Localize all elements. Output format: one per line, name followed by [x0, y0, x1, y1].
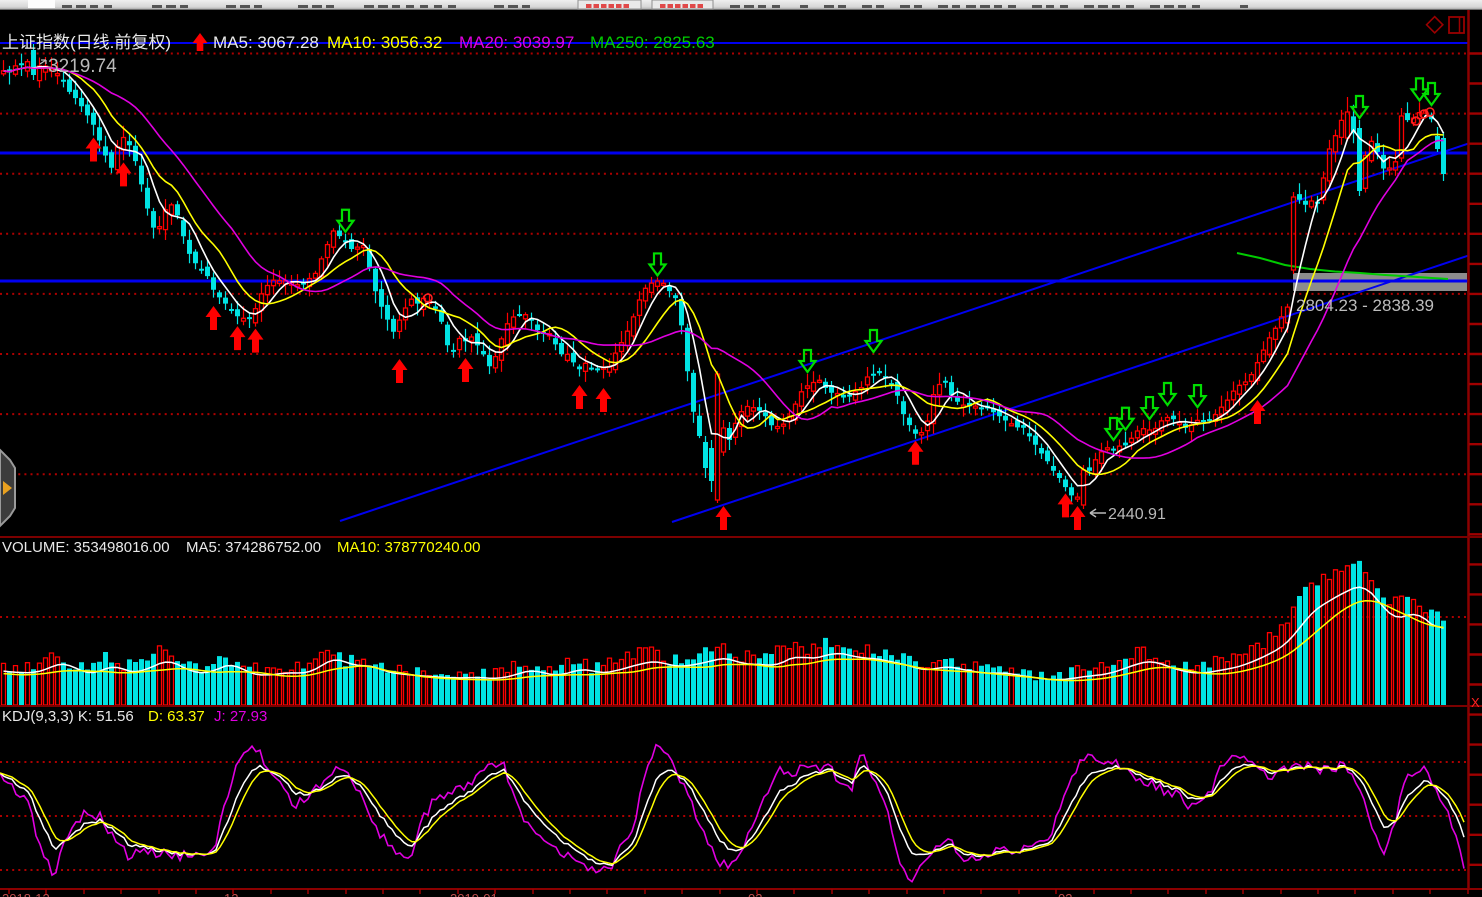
svg-text:2804.23 - 2838.39: 2804.23 - 2838.39 — [1296, 296, 1434, 315]
svg-text:MA250: 2825.63: MA250: 2825.63 — [590, 33, 715, 52]
svg-text:02: 02 — [748, 891, 762, 897]
svg-text:2019-01: 2019-01 — [450, 891, 498, 897]
svg-text:03: 03 — [1058, 891, 1072, 897]
svg-text:12: 12 — [224, 891, 238, 897]
svg-text:MA5: 3067.28: MA5: 3067.28 — [213, 33, 319, 52]
svg-text:上证指数(日线.前复权): 上证指数(日线.前复权) — [2, 33, 171, 52]
svg-text:2018-12: 2018-12 — [2, 891, 50, 897]
svg-text:MA20: 3039.97: MA20: 3039.97 — [459, 33, 574, 52]
svg-text:D: 63.37: D: 63.37 — [148, 708, 205, 725]
svg-text:VOLUME: 353498016.00: VOLUME: 353498016.00 — [2, 539, 170, 556]
svg-text:3219.74: 3219.74 — [48, 56, 117, 77]
svg-text:KDJ(9,3,3) K: 51.56: KDJ(9,3,3) K: 51.56 — [2, 708, 134, 725]
svg-text:J: 27.93: J: 27.93 — [214, 708, 267, 725]
svg-text:MA5: 374286752.00: MA5: 374286752.00 — [186, 539, 321, 556]
svg-text:2440.91: 2440.91 — [1108, 506, 1166, 523]
svg-text:MA10: 3056.32: MA10: 3056.32 — [327, 33, 442, 52]
svg-text:X: X — [1471, 695, 1480, 710]
svg-text:MA10: 378770240.00: MA10: 378770240.00 — [337, 539, 480, 556]
